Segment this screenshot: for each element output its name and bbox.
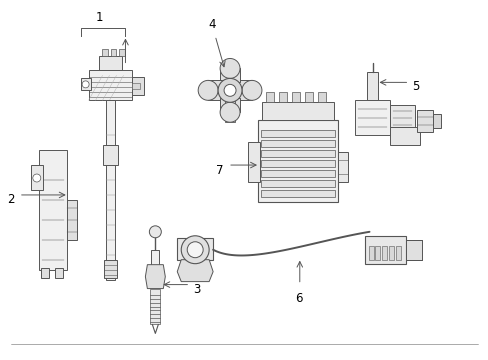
Text: 5: 5 [411,80,419,93]
Bar [81,78,90,90]
Bar [150,289,160,324]
Text: 4: 4 [208,18,215,31]
Bar [102,49,107,57]
Text: 7: 7 [216,163,223,176]
Bar [88,71,132,100]
Circle shape [149,226,161,238]
Bar [224,100,235,122]
Bar [258,120,337,202]
Bar [105,100,115,280]
Bar [368,246,373,260]
Circle shape [220,102,240,122]
Polygon shape [177,260,213,282]
Bar [99,57,122,71]
Bar [265,92,273,102]
Polygon shape [220,98,240,112]
Bar [317,92,325,102]
Bar [132,77,144,95]
Polygon shape [238,80,251,100]
Bar [177,238,213,260]
Bar [261,140,334,147]
Bar [261,150,334,157]
Bar [41,268,49,278]
Bar [337,152,347,182]
Circle shape [33,174,41,182]
Circle shape [198,80,218,100]
Bar [66,200,77,240]
Circle shape [181,236,209,264]
Bar [261,170,334,177]
Bar [119,49,125,57]
Bar [389,127,420,145]
Circle shape [220,58,240,78]
Polygon shape [208,80,222,100]
Bar [261,130,334,137]
Bar [364,236,406,264]
Bar [278,92,286,102]
Circle shape [218,78,242,102]
Bar [304,92,312,102]
Bar [31,165,42,190]
Bar [39,150,66,270]
Bar [110,49,116,57]
Bar [102,145,118,165]
Polygon shape [220,68,240,82]
Bar [55,268,62,278]
Bar [247,142,260,182]
Bar [261,160,334,167]
Bar [262,102,333,120]
Bar [396,246,401,260]
Bar [151,250,159,265]
Bar [103,260,117,278]
Circle shape [82,81,89,88]
Circle shape [187,242,203,258]
Bar [261,190,334,197]
Polygon shape [145,265,165,289]
Bar [261,180,334,187]
Circle shape [242,80,262,100]
Text: 3: 3 [193,283,200,296]
Bar [354,100,389,135]
Bar [388,246,394,260]
Bar [432,114,440,128]
Text: 2: 2 [7,193,14,206]
Bar [389,105,414,130]
Bar [132,84,140,89]
Bar [416,110,432,132]
Bar [375,246,380,260]
Bar [366,72,378,100]
Bar [406,240,422,260]
Bar [382,246,386,260]
Bar [291,92,299,102]
Text: 6: 6 [294,292,302,305]
Circle shape [224,84,236,96]
Text: 1: 1 [95,10,103,24]
